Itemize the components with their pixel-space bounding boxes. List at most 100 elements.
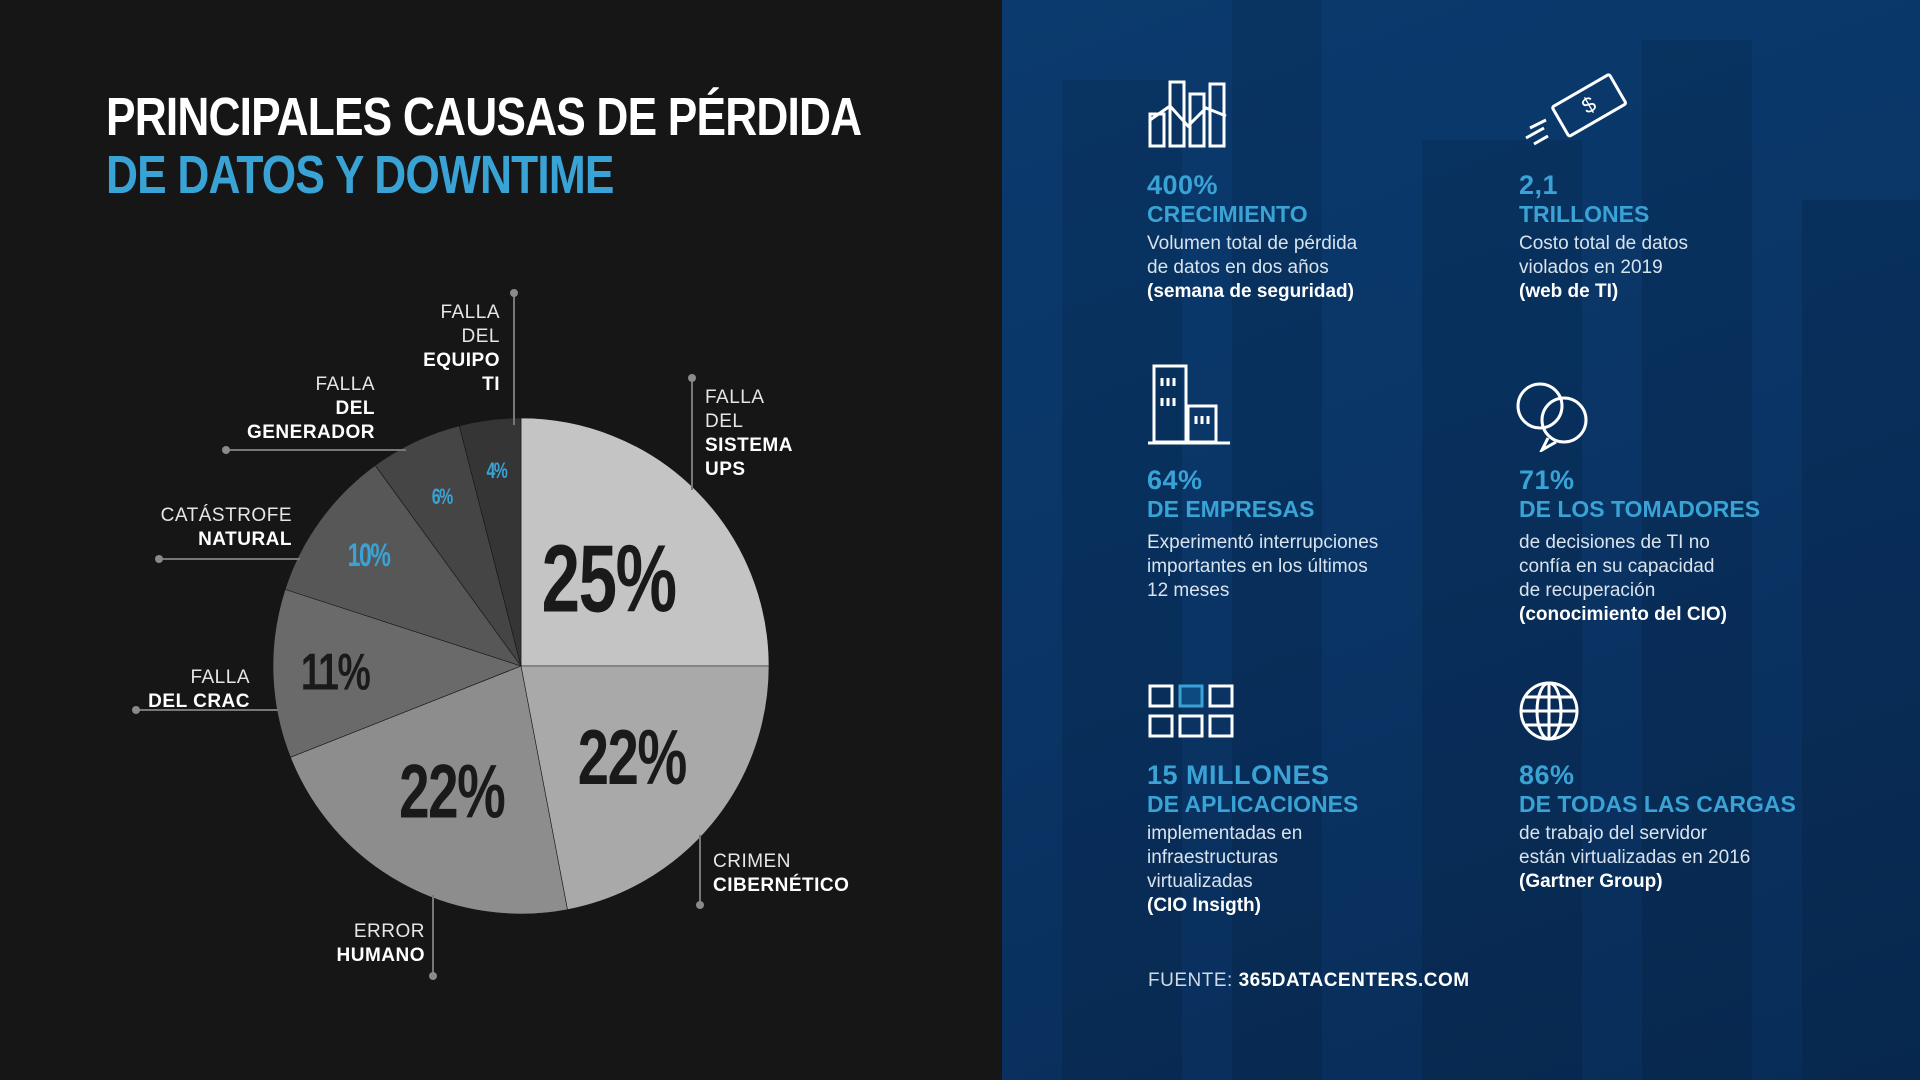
pie-value-label: 4% bbox=[486, 460, 507, 484]
buildings-icon bbox=[1148, 364, 1230, 451]
stat-block-growth: 400% CRECIMIENTO Volumen total de pérdid… bbox=[1147, 170, 1477, 304]
pie-category-label: FALLA DEL EQUIPO TI bbox=[423, 301, 500, 397]
stat-desc-line: Costo total de datos bbox=[1519, 233, 1688, 254]
stat-block-applications: 15 MILLONES DE APLICACIONES implementada… bbox=[1147, 760, 1477, 918]
pie-value-label: 10% bbox=[348, 537, 391, 573]
pie-slice bbox=[290, 665, 568, 915]
stat-desc-line: están virtualizadas en 2016 bbox=[1519, 847, 1751, 868]
label-line-bold: NATURAL bbox=[198, 529, 292, 550]
background-building bbox=[1642, 40, 1752, 1080]
stat-desc-line: confía en su capacidad bbox=[1519, 556, 1715, 577]
stat-desc-line: Volumen total de pérdida bbox=[1147, 233, 1358, 254]
label-line-bold: GENERADOR bbox=[246, 422, 375, 443]
label-line-bold: SISTEMA bbox=[705, 435, 793, 456]
label-line-bold: TI bbox=[482, 374, 500, 395]
stat-desc-line: importantes en los últimos bbox=[1147, 556, 1368, 577]
stat-desc-line: de recuperación bbox=[1519, 580, 1656, 601]
stat-source: (semana de seguridad) bbox=[1147, 281, 1354, 302]
svg-text:$: $ bbox=[1577, 91, 1600, 119]
leader-dot bbox=[429, 972, 437, 980]
label-line-bold: EQUIPO bbox=[423, 350, 500, 371]
stat-heading: DE TODAS LAS CARGAS bbox=[1519, 791, 1796, 817]
label-line: FALLA bbox=[190, 667, 250, 688]
label-line-bold: CIBERNÉTICO bbox=[713, 875, 850, 896]
stat-description: Experimentó interrupciones importantes e… bbox=[1147, 531, 1477, 603]
stat-description: Volumen total de pérdida de datos en dos… bbox=[1147, 232, 1477, 280]
stat-desc-line: infraestructuras bbox=[1147, 847, 1278, 868]
pie-slice bbox=[284, 464, 522, 667]
pie-slice bbox=[458, 417, 522, 667]
pie-slice bbox=[520, 417, 770, 667]
app-grid-icon bbox=[1148, 684, 1234, 743]
stat-value: 15 MILLONES bbox=[1147, 760, 1330, 790]
leader-dot bbox=[696, 901, 704, 909]
label-line-bold: DEL bbox=[335, 398, 375, 419]
label-line-bold: HUMANO bbox=[336, 945, 425, 966]
background-building bbox=[1422, 140, 1582, 1080]
label-line: FALLA bbox=[440, 302, 500, 323]
stat-value: 400% bbox=[1147, 170, 1219, 200]
source-label: FUENTE: bbox=[1148, 970, 1233, 991]
leader-dot bbox=[155, 555, 163, 563]
source-footer: FUENTE: 365DATACENTERS.COM bbox=[1148, 970, 1470, 992]
pie-value-label: 22% bbox=[578, 714, 686, 801]
stat-description: de decisiones de TI no confía en su capa… bbox=[1519, 531, 1849, 603]
pie-value-label: 25% bbox=[542, 524, 676, 632]
stat-block-workloads: 86% DE TODAS LAS CARGAS de trabajo del s… bbox=[1519, 760, 1849, 894]
stat-desc-line: violados en 2019 bbox=[1519, 257, 1663, 278]
stat-heading: CRECIMIENTO bbox=[1147, 201, 1308, 227]
stat-desc-line: de trabajo del servidor bbox=[1519, 823, 1707, 844]
stat-heading: DE EMPRESAS bbox=[1147, 496, 1315, 522]
label-line-bold: DEL CRAC bbox=[148, 691, 250, 712]
pie-category-label: ERROR HUMANO bbox=[337, 920, 426, 968]
stat-value: 2,1 bbox=[1519, 170, 1559, 200]
stat-description: Costo total de datos violados en 2019 bbox=[1519, 232, 1849, 280]
pie-value-label: 6% bbox=[432, 486, 453, 510]
stat-desc-line: 12 meses bbox=[1147, 580, 1230, 601]
stat-value: 86% bbox=[1519, 760, 1575, 790]
stat-block-trillions: 2,1 TRILLONES Costo total de datos viola… bbox=[1519, 170, 1849, 304]
stat-description: de trabajo del servidor están virtualiza… bbox=[1519, 822, 1849, 870]
chart-title: PRINCIPALES CAUSAS DE PÉRDIDA bbox=[106, 87, 862, 147]
background-building bbox=[1802, 200, 1920, 1080]
stat-block-decision-makers: 71% DE LOS TOMADORES de decisiones de TI… bbox=[1519, 465, 1849, 627]
pie-category-label: FALLA DEL SISTEMA UPS bbox=[705, 386, 793, 482]
stat-value: 71% bbox=[1519, 465, 1575, 495]
stat-source: (conocimiento del CIO) bbox=[1519, 604, 1727, 625]
leader-dot bbox=[132, 706, 140, 714]
stat-source: (Gartner Group) bbox=[1519, 871, 1663, 892]
stat-heading: TRILLONES bbox=[1519, 201, 1650, 227]
dollar-bill-icon: $ bbox=[1520, 66, 1630, 155]
label-line: FALLA bbox=[705, 387, 765, 408]
background-building bbox=[1232, 0, 1322, 1080]
pie-category-label: CATÁSTROFE NATURAL bbox=[161, 504, 292, 552]
stat-source: (CIO Insigth) bbox=[1147, 895, 1261, 916]
stat-desc-line: de datos en dos años bbox=[1147, 257, 1329, 278]
chart-subtitle: DE DATOS Y DOWNTIME bbox=[106, 145, 614, 205]
globe-icon bbox=[1518, 680, 1580, 747]
stat-block-companies: 64% DE EMPRESAS Experimentó interrupcion… bbox=[1147, 465, 1477, 603]
leader-dot bbox=[222, 446, 230, 454]
stat-heading: DE APLICACIONES bbox=[1147, 791, 1359, 817]
label-line: CATÁSTROFE bbox=[160, 505, 292, 526]
pie-category-label: FALLA DEL CRAC bbox=[148, 666, 250, 714]
label-line: ERROR bbox=[353, 921, 425, 942]
speech-bubbles-icon bbox=[1512, 380, 1592, 457]
leader-dot bbox=[510, 289, 518, 297]
stat-heading: DE LOS TOMADORES bbox=[1519, 496, 1761, 522]
stat-desc-line: virtualizadas bbox=[1147, 871, 1253, 892]
stat-desc-line: implementadas en bbox=[1147, 823, 1303, 844]
stat-description: implementadas en infraestructuras virtua… bbox=[1147, 822, 1477, 894]
pie-value-label: 22% bbox=[399, 750, 505, 835]
label-line: DEL bbox=[705, 411, 744, 432]
pie-category-label: CRIMEN CIBERNÉTICO bbox=[713, 850, 849, 898]
stat-value: 64% bbox=[1147, 465, 1203, 495]
pie-slice bbox=[520, 665, 770, 910]
label-line-bold: UPS bbox=[705, 459, 746, 480]
pie-slice bbox=[272, 588, 522, 758]
stat-source: (web de TI) bbox=[1519, 281, 1619, 302]
pie-chart: 25% 22% 22% 11% 10% 6% 4% bbox=[132, 289, 770, 980]
bar-chart-growth-icon bbox=[1148, 76, 1230, 153]
pie-category-label: FALLA DEL GENERADOR bbox=[247, 373, 375, 445]
stat-desc-line: de decisiones de TI no bbox=[1519, 532, 1710, 553]
